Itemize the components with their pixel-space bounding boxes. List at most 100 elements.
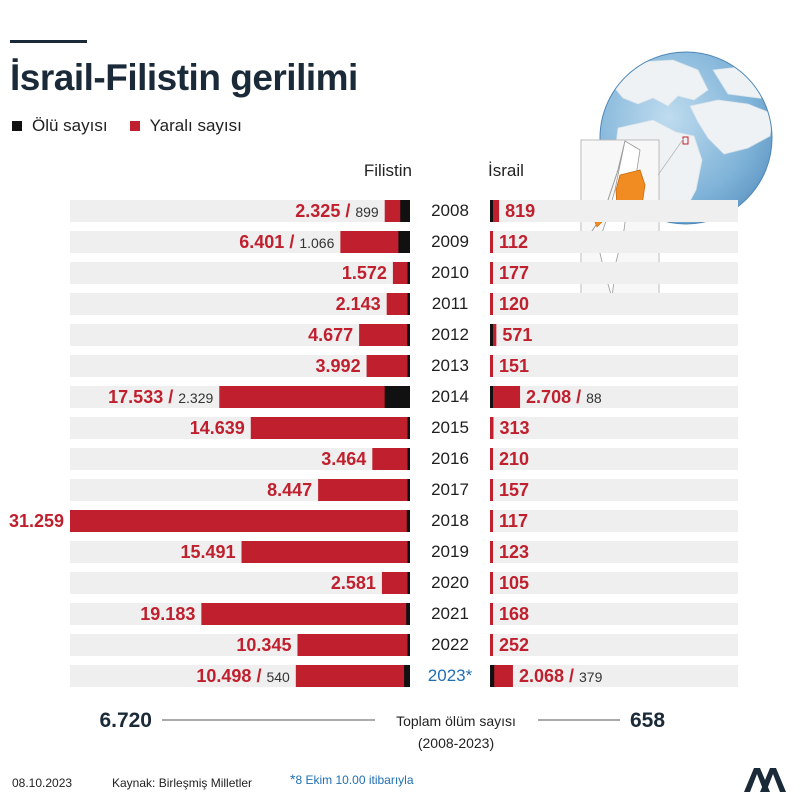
chart-row: 2023* 10.498 / 540 2.068 / 379 xyxy=(70,665,738,687)
bar-israel-injured xyxy=(490,541,493,563)
label-palestine: 15.491 xyxy=(180,542,235,562)
year-label: 2018 xyxy=(431,511,469,530)
bar-palestine-deaths xyxy=(407,448,410,470)
label-israel: 105 xyxy=(499,573,529,593)
label-israel: 313 xyxy=(499,418,529,438)
label-palestine-injured: 15.491 xyxy=(180,542,235,562)
bar-palestine-injured xyxy=(70,510,410,532)
row-bg-left xyxy=(70,448,410,470)
label-israel-injured: 819 xyxy=(505,201,535,221)
chart-row: 2020 2.581 105 xyxy=(70,572,738,594)
label-israel-injured: 571 xyxy=(502,325,532,345)
bar-palestine-injured xyxy=(295,665,410,687)
bar-palestine-deaths xyxy=(407,572,410,594)
bar-palestine-deaths xyxy=(407,355,410,377)
bar-palestine-injured xyxy=(219,386,410,408)
year-label: 2012 xyxy=(431,325,469,344)
label-israel: 112 xyxy=(499,232,528,252)
label-israel: 2.708 / 88 xyxy=(526,387,602,407)
legend: Ölü sayısı Yaralı sayısı xyxy=(12,116,264,136)
label-palestine: 3.464 xyxy=(321,449,366,469)
globe-region-marker xyxy=(682,136,689,145)
bar-israel-injured xyxy=(490,603,493,625)
chart-row: 2022 10.345 252 xyxy=(70,634,738,656)
label-israel-injured: 120 xyxy=(499,294,529,314)
row-bg-left xyxy=(70,262,410,284)
bar-israel-injured xyxy=(490,355,493,377)
bar-palestine-deaths xyxy=(384,386,410,408)
bar-israel-injured xyxy=(490,572,493,594)
bar-palestine-deaths xyxy=(398,231,410,253)
year-label: 2009 xyxy=(431,232,469,251)
bar-palestine-injured xyxy=(372,448,410,470)
bar-israel-injured xyxy=(490,200,500,222)
label-israel: 819 xyxy=(505,201,535,221)
bar-palestine-injured xyxy=(381,572,410,594)
legend-swatch-injured xyxy=(129,121,140,131)
aa-logo xyxy=(744,768,786,792)
label-israel: 151 xyxy=(499,356,529,376)
bar-palestine-deaths xyxy=(400,200,410,222)
label-israel-injured: 2.708 xyxy=(526,387,571,407)
label-israel-injured: 117 xyxy=(499,511,528,531)
globe-land-middle-east xyxy=(689,99,772,155)
year-label: 2022 xyxy=(431,635,469,654)
row-bg-right xyxy=(490,572,738,594)
label-israel: 120 xyxy=(499,294,529,314)
globe-outline xyxy=(599,51,773,225)
label-israel-injured: 168 xyxy=(499,604,529,624)
row-bg-right xyxy=(490,200,738,222)
label-palestine-deaths: 540 xyxy=(266,669,290,685)
bar-palestine-injured xyxy=(392,262,410,284)
label-palestine: 6.401 / 1.066 xyxy=(239,232,334,252)
label-israel-injured: 105 xyxy=(499,573,529,593)
bar-palestine-injured xyxy=(241,541,410,563)
label-israel: 571 xyxy=(502,325,532,345)
chart-row: 2013 3.992 151 xyxy=(70,355,738,377)
legend-label-deaths: Ölü sayısı xyxy=(32,116,108,135)
bar-palestine-injured xyxy=(318,479,410,501)
label-palestine-injured: 14.639 xyxy=(190,418,245,438)
label-israel: 252 xyxy=(499,635,529,655)
bar-palestine-injured xyxy=(250,417,410,439)
label-palestine-injured: 1.572 xyxy=(342,263,387,283)
legend-label-injured: Yaralı sayısı xyxy=(149,116,242,135)
label-palestine: 10.345 xyxy=(236,635,291,655)
label-israel-deaths: 88 xyxy=(586,390,602,406)
row-bg-right xyxy=(490,634,738,656)
chart-row: 2021 19.183 168 xyxy=(70,603,738,625)
chart-row: 2012 4.677 571 xyxy=(70,324,738,346)
label-palestine: 10.498 / 540 xyxy=(196,666,290,686)
bar-israel-injured xyxy=(490,417,494,439)
label-palestine-injured: 10.498 xyxy=(196,666,251,686)
bar-palestine-deaths xyxy=(407,479,410,501)
row-bg-right xyxy=(490,541,738,563)
chart-row: 2009 6.401 / 1.066 112 xyxy=(70,231,738,253)
row-bg-right xyxy=(490,262,738,284)
label-palestine: 17.533 / 2.329 xyxy=(108,387,213,407)
label-palestine-injured: 6.401 xyxy=(239,232,284,252)
year-label: 2015 xyxy=(431,418,469,437)
bar-palestine-deaths xyxy=(406,510,410,532)
year-label: 2017 xyxy=(431,480,469,499)
label-palestine-injured: 2.143 xyxy=(336,294,381,314)
legend-item-deaths: Ölü sayısı xyxy=(12,116,108,136)
bar-israel-injured xyxy=(490,634,493,656)
row-bg-right xyxy=(490,324,738,346)
label-palestine-separator: / xyxy=(284,232,299,252)
bar-israel-injured xyxy=(490,510,493,532)
label-palestine-deaths: 899 xyxy=(355,204,379,220)
bar-palestine-injured xyxy=(201,603,410,625)
chart-row: 2011 2.143 120 xyxy=(70,293,738,315)
globe-land-europe xyxy=(607,59,709,107)
total-period: (2008-2023) xyxy=(418,735,494,751)
bar-palestine-deaths xyxy=(407,634,410,656)
label-palestine: 1.572 xyxy=(342,263,387,283)
label-palestine-injured: 2.581 xyxy=(331,573,376,593)
row-bg-left xyxy=(70,231,410,253)
row-bg-left xyxy=(70,200,410,222)
label-palestine: 3.992 xyxy=(316,356,361,376)
chart-row: 2018 31.259 117 xyxy=(9,510,738,532)
label-palestine-injured: 3.464 xyxy=(321,449,366,469)
